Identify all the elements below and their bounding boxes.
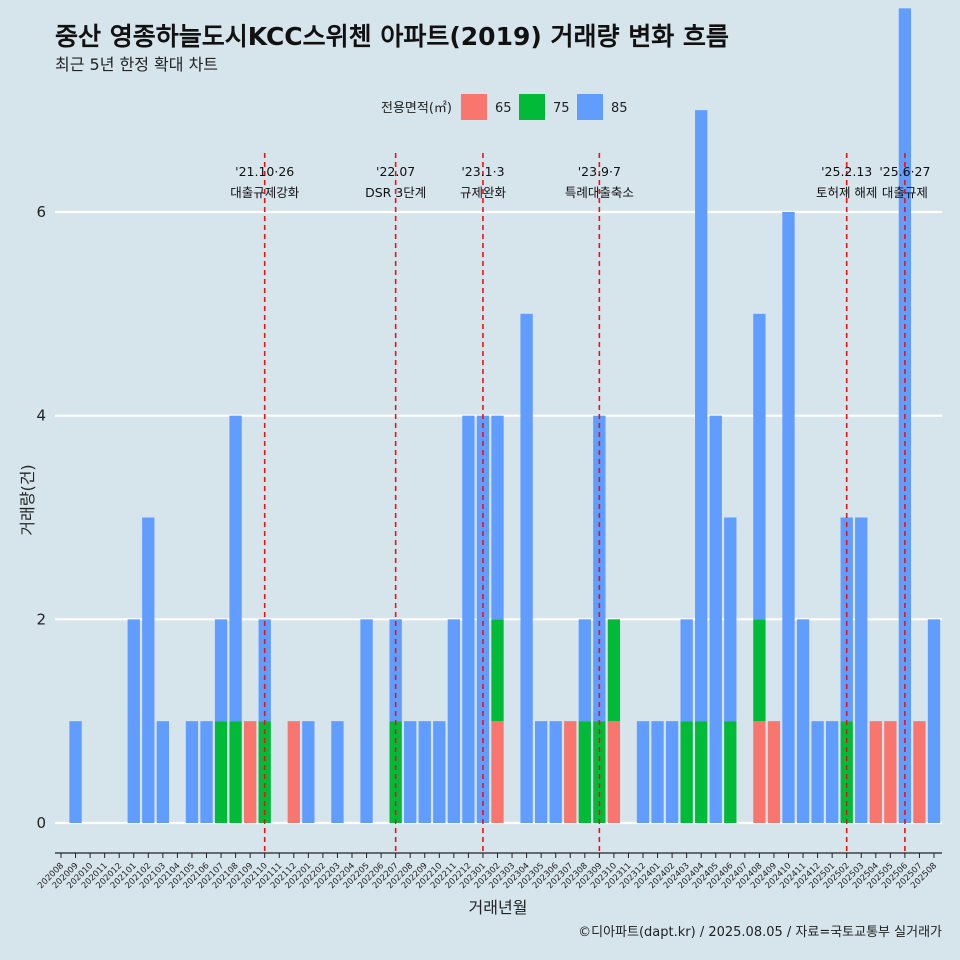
event-date-label: '25.6·27: [879, 164, 930, 179]
bar-202310-65: [607, 721, 621, 823]
bar-202105-85: [185, 721, 199, 823]
bar-202306-85: [549, 721, 562, 823]
event-date-label: '23.9·7: [578, 164, 621, 179]
bar-202108-75: [229, 721, 242, 823]
bar-202107-75: [214, 721, 228, 823]
legend-label-65: 65: [495, 101, 512, 116]
bar-202211-85: [447, 619, 460, 823]
bar-202508-85: [927, 619, 941, 823]
bar-202208-85: [404, 721, 417, 823]
event-text-label: 토허제 해제: [816, 185, 877, 200]
bar-202009-85: [69, 721, 82, 823]
bar-202403-85: [680, 619, 693, 722]
event-date-label: '25.2.13: [821, 164, 872, 179]
bar-202106-85: [200, 721, 213, 823]
event-text-label: 규제완화: [460, 185, 507, 200]
y-tick-label: 0: [36, 814, 46, 832]
chart-title: 중산 영종하늘도시KCC스위첸 아파트(2019) 거래량 변화 흐름: [55, 22, 729, 51]
bar-202408-65: [753, 721, 766, 823]
bar-202406-75: [724, 721, 737, 823]
bar-202302-65: [491, 721, 504, 823]
bar-202102-85: [142, 517, 155, 823]
legend-swatch-75: [519, 94, 545, 120]
bar-202404-85: [695, 110, 708, 722]
bar-202310-75: [607, 619, 621, 722]
x-axis-label: 거래년월: [469, 898, 528, 917]
bar-202307-65: [564, 721, 577, 823]
bar-202402-85: [665, 721, 679, 823]
legend: 전용면적(㎡) 65 75 85: [381, 94, 628, 120]
source-caption: ©디아파트(dapt.kr) / 2025.08.05 / 자료=국토교통부 실…: [578, 925, 942, 940]
bar-202501-85: [826, 721, 839, 823]
bar-202410-85: [782, 212, 795, 823]
chart-subtitle: 최근 5년 한정 확대 차트: [55, 55, 218, 74]
bar-202503-85: [855, 517, 868, 823]
bar-202301-85: [476, 415, 490, 823]
bar-202309-75: [593, 721, 606, 823]
bar-202403-75: [680, 721, 693, 823]
bar-202209-85: [418, 721, 431, 823]
bar-202109-65: [244, 721, 257, 823]
legend-label-85: 85: [611, 101, 628, 116]
bar-202408-75: [753, 619, 766, 722]
bar-202408-85: [753, 313, 766, 620]
bar-202411-85: [796, 619, 810, 823]
y-axis: 0 2 4 6: [36, 203, 46, 832]
bar-202201-85: [302, 721, 315, 823]
event-annotations: '21.10·26 대출규제강화 '22.07 DSR 3단계 '23.1·3 규제완화 '…: [230, 153, 930, 852]
bar-202302-75: [491, 619, 504, 722]
bar-202312-85: [636, 721, 650, 823]
bar-202507-65: [913, 721, 926, 823]
bar-202203-85: [331, 721, 344, 823]
bar-202210-85: [433, 721, 446, 823]
bars: [69, 8, 941, 824]
event-text-label: DSR 3단계: [365, 185, 426, 200]
legend-label-75: 75: [553, 101, 570, 116]
bar-202505-65: [884, 721, 897, 823]
event-date-label: '21.10·26: [235, 164, 294, 179]
bar-202412-85: [811, 721, 824, 823]
y-tick-label: 6: [36, 203, 46, 221]
bar-202406-85: [724, 517, 737, 722]
bar-202101-85: [127, 619, 140, 823]
bar-202207-75: [389, 721, 402, 823]
event-date-label: '22.07: [376, 164, 415, 179]
bar-202212-85: [462, 415, 475, 823]
bar-202112-65: [287, 721, 300, 823]
legend-swatch-65: [461, 94, 487, 120]
event-text-label: 대출규제: [882, 185, 928, 200]
legend-swatch-85: [577, 94, 603, 120]
bar-202305-85: [535, 721, 548, 823]
bar-202404-75: [695, 721, 708, 823]
bar-202401-85: [651, 721, 664, 823]
bar-202108-85: [229, 415, 242, 722]
bar-202205-85: [360, 619, 373, 823]
y-axis-label: 거래량(건): [18, 464, 37, 535]
bar-202308-85: [578, 619, 591, 722]
y-tick-label: 4: [36, 407, 46, 425]
bar-202302-85: [491, 415, 504, 620]
bar-202405-85: [709, 415, 722, 823]
bar-202502-75: [840, 721, 853, 823]
bar-202304-85: [520, 313, 533, 823]
legend-title: 전용면적(㎡): [381, 101, 452, 116]
bar-202308-75: [578, 721, 591, 823]
bar-202107-85: [214, 619, 228, 722]
bar-202409-65: [767, 721, 781, 823]
bar-202110-75: [258, 721, 271, 823]
event-date-label: '23.1·3: [461, 164, 504, 179]
bar-202504-65: [869, 721, 882, 823]
y-tick-label: 2: [36, 610, 46, 628]
event-text-label: 특례대출축소: [565, 185, 634, 200]
bar-202502-85: [840, 517, 853, 722]
event-text-label: 대출규제강화: [230, 185, 300, 200]
bar-202103-85: [156, 721, 169, 823]
